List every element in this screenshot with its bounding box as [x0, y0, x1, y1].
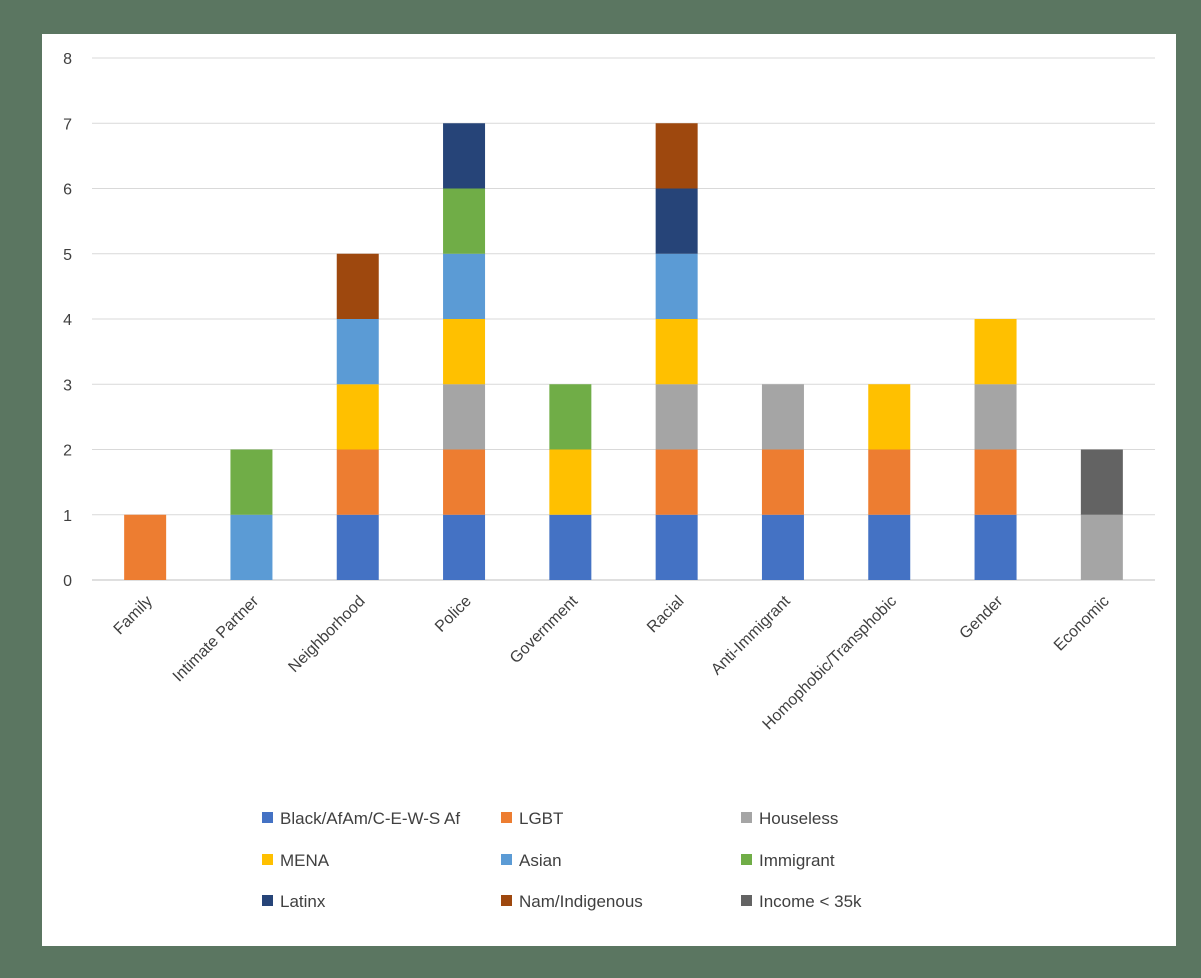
bar-neighborhood-black-afam-c-e-w-s-af — [336, 514, 379, 580]
legend-swatch-lgbt — [501, 812, 512, 823]
bar-racial-asian — [655, 253, 698, 319]
bar-police-lgbt — [443, 449, 486, 515]
bars — [124, 123, 1123, 580]
y-tick-label-5: 5 — [63, 247, 72, 264]
x-tick-label-family: Family — [111, 593, 156, 638]
bar-racial-lgbt — [655, 449, 698, 515]
legend-swatch-income-35k — [741, 895, 752, 906]
x-tick-label-anti-immigrant: Anti-Immigrant — [708, 592, 794, 678]
legend-label-immigrant: Immigrant — [759, 851, 835, 870]
bar-gender-mena — [974, 319, 1017, 385]
bar-anti-immigrant-houseless — [761, 384, 804, 450]
y-tick-label-7: 7 — [63, 116, 72, 133]
y-tick-label-2: 2 — [63, 443, 72, 460]
bar-neighborhood-asian — [336, 319, 379, 385]
legend-label-mena: MENA — [280, 851, 330, 870]
x-tick-label-intimate-partner: Intimate Partner — [170, 592, 263, 685]
bar-intimate-partner-immigrant — [230, 449, 273, 515]
bar-economic-houseless — [1080, 514, 1123, 580]
bar-gender-lgbt — [974, 449, 1017, 515]
bar-homophobic-transphobic-mena — [868, 384, 911, 450]
legend-label-black-afam-c-e-w-s-af: Black/AfAm/C-E-W-S Af — [280, 809, 460, 828]
bar-police-black-afam-c-e-w-s-af — [443, 514, 486, 580]
y-tick-label-8: 8 — [63, 51, 72, 68]
bar-police-immigrant — [443, 188, 486, 254]
x-tick-label-racial: Racial — [644, 593, 687, 636]
x-axis-tick-labels: Family Intimate Partner Neighborhood Police… — [111, 592, 1113, 733]
y-tick-label-0: 0 — [63, 573, 72, 590]
y-tick-label-4: 4 — [63, 312, 72, 329]
y-tick-label-3: 3 — [63, 377, 72, 394]
x-tick-label-gender: Gender — [957, 592, 1007, 642]
legend-swatch-asian — [501, 854, 512, 865]
bar-government-black-afam-c-e-w-s-af — [549, 514, 592, 580]
bar-anti-immigrant-lgbt — [761, 449, 804, 515]
x-tick-label-economic: Economic — [1051, 593, 1113, 655]
bar-racial-houseless — [655, 384, 698, 450]
legend-swatch-immigrant — [741, 854, 752, 865]
x-tick-label-neighborhood: Neighborhood — [285, 593, 368, 676]
legend-label-nam-indigenous: Nam/Indigenous — [519, 892, 643, 911]
legend-label-income-35k: Income < 35k — [759, 892, 862, 911]
bar-racial-nam-indigenous — [655, 123, 698, 189]
bar-government-immigrant — [549, 384, 592, 450]
bar-police-houseless — [443, 384, 486, 450]
legend-label-lgbt: LGBT — [519, 809, 563, 828]
x-tick-label-police: Police — [432, 593, 475, 636]
bar-family-lgbt — [124, 514, 167, 580]
legend-swatch-mena — [262, 854, 273, 865]
bar-neighborhood-nam-indigenous — [336, 253, 379, 319]
bar-homophobic-transphobic-black-afam-c-e-w-s-af — [868, 514, 911, 580]
bar-neighborhood-lgbt — [336, 449, 379, 515]
bar-gender-black-afam-c-e-w-s-af — [974, 514, 1017, 580]
bar-police-asian — [443, 253, 486, 319]
bar-gender-houseless — [974, 384, 1017, 450]
legend-label-latinx: Latinx — [280, 892, 326, 911]
y-tick-label-1: 1 — [63, 508, 72, 525]
legend-swatch-latinx — [262, 895, 273, 906]
legend-swatch-black-afam-c-e-w-s-af — [262, 812, 273, 823]
bar-racial-latinx — [655, 188, 698, 254]
bar-economic-income-35k — [1080, 449, 1123, 515]
legend-label-houseless: Houseless — [759, 809, 838, 828]
bar-racial-black-afam-c-e-w-s-af — [655, 514, 698, 580]
legend: Black/AfAm/C-E-W-S Af LGBT Houseless MENA As… — [262, 809, 862, 911]
bar-government-mena — [549, 449, 592, 515]
bar-racial-mena — [655, 319, 698, 385]
bar-police-mena — [443, 319, 486, 385]
y-tick-label-6: 6 — [63, 182, 72, 199]
bar-intimate-partner-asian — [230, 514, 273, 580]
y-axis-tick-labels: 0 1 2 3 4 5 6 7 8 — [63, 51, 72, 590]
x-tick-label-government: Government — [507, 592, 582, 667]
bar-police-latinx — [443, 123, 486, 189]
bar-homophobic-transphobic-lgbt — [868, 449, 911, 515]
legend-label-asian: Asian — [519, 851, 562, 870]
legend-swatch-nam-indigenous — [501, 895, 512, 906]
bar-anti-immigrant-black-afam-c-e-w-s-af — [761, 514, 804, 580]
legend-swatch-houseless — [741, 812, 752, 823]
bar-neighborhood-mena — [336, 384, 379, 450]
